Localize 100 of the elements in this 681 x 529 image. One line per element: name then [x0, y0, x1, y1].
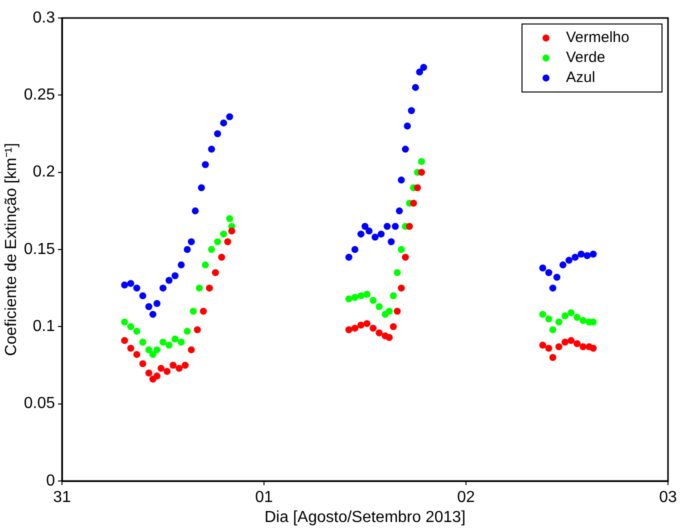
- point: [549, 326, 556, 334]
- point: [370, 324, 377, 332]
- point: [390, 323, 397, 330]
- point: [549, 354, 556, 362]
- point: [176, 364, 183, 372]
- point: [408, 107, 415, 114]
- point: [188, 238, 195, 246]
- point: [127, 280, 134, 287]
- point: [226, 215, 234, 222]
- point: [160, 284, 166, 292]
- point: [414, 184, 421, 192]
- point: [394, 308, 401, 315]
- point: [386, 334, 393, 341]
- point: [184, 328, 191, 335]
- point: [208, 146, 216, 153]
- point: [555, 318, 562, 326]
- point: [574, 314, 581, 321]
- point: [121, 318, 128, 326]
- point: [357, 292, 364, 300]
- point: [370, 296, 377, 304]
- point: [149, 350, 156, 358]
- legend-label: Vermelho: [566, 29, 630, 46]
- point: [160, 338, 166, 346]
- point: [172, 272, 179, 280]
- point: [412, 84, 419, 91]
- point: [228, 227, 236, 234]
- point: [192, 207, 199, 214]
- point: [580, 343, 587, 350]
- point: [376, 303, 383, 310]
- point: [214, 238, 222, 246]
- point: [378, 230, 385, 238]
- point: [410, 200, 418, 207]
- y-tick-label: 0: [46, 472, 56, 490]
- x-tick-label: 31: [53, 489, 71, 506]
- x-axis-title: Dia [Agosto/Setembro 2013]: [264, 508, 466, 526]
- point: [398, 176, 405, 184]
- point: [398, 284, 405, 292]
- point: [224, 238, 232, 246]
- point: [372, 234, 379, 241]
- point: [145, 303, 152, 310]
- point: [590, 344, 597, 352]
- point: [166, 342, 173, 349]
- point: [404, 122, 411, 130]
- x-tick-label: 03: [659, 489, 677, 506]
- point: [206, 284, 213, 292]
- point: [172, 336, 179, 343]
- y-tick-label: 0.05: [24, 395, 56, 412]
- point: [194, 326, 201, 334]
- point: [121, 337, 128, 344]
- point: [127, 323, 134, 330]
- legend-label: Azul: [566, 69, 596, 86]
- x-tick-label: 02: [457, 489, 475, 506]
- point: [545, 344, 552, 352]
- point: [133, 328, 140, 335]
- point: [590, 250, 597, 258]
- y-axis-title: Coeficiente de Extinção [km⁻¹]: [3, 142, 20, 356]
- point: [357, 322, 364, 329]
- point: [184, 246, 191, 253]
- point: [572, 254, 579, 261]
- point: [190, 308, 197, 315]
- point: [226, 113, 234, 120]
- point: [170, 362, 177, 369]
- point: [362, 222, 368, 230]
- point: [390, 292, 397, 300]
- point: [568, 309, 575, 316]
- point: [402, 146, 409, 153]
- point: [559, 261, 566, 268]
- point: [153, 300, 160, 308]
- point: [345, 295, 352, 302]
- y-tick-label: 0.2: [32, 164, 56, 181]
- y-tick-label: 0.3: [32, 9, 56, 26]
- point: [208, 246, 216, 253]
- y-tick-label: 0.15: [24, 240, 56, 258]
- point: [539, 310, 546, 318]
- point: [384, 222, 391, 230]
- point: [574, 340, 581, 348]
- point: [584, 252, 591, 260]
- point: [555, 343, 562, 350]
- point: [178, 338, 185, 346]
- point: [539, 264, 546, 272]
- point: [198, 184, 205, 192]
- point: [351, 246, 358, 253]
- point: [545, 315, 552, 322]
- point: [153, 346, 160, 354]
- point: [196, 284, 203, 292]
- point: [202, 261, 209, 268]
- point: [398, 246, 405, 253]
- point: [188, 346, 195, 354]
- point: [212, 269, 219, 276]
- point: [418, 168, 426, 176]
- legend-label: Verde: [566, 49, 606, 66]
- x-tick-label: 01: [255, 489, 273, 506]
- point: [153, 372, 160, 380]
- point: [418, 158, 426, 166]
- point: [139, 338, 146, 346]
- point: [357, 230, 364, 238]
- point: [392, 222, 399, 230]
- point: [386, 308, 393, 315]
- point: [416, 68, 424, 76]
- point: [345, 326, 352, 334]
